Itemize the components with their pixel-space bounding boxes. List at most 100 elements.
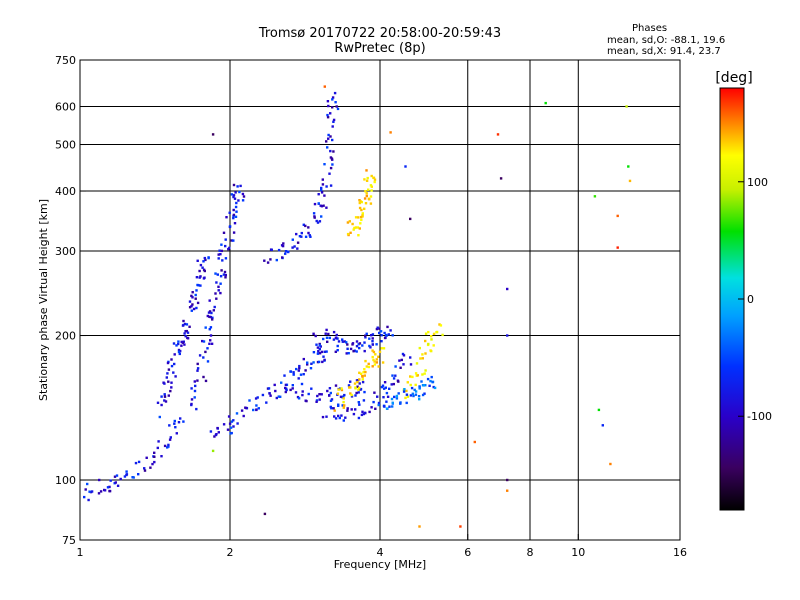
echo-point <box>165 376 168 379</box>
echo-point <box>390 383 393 386</box>
echo-point <box>186 331 190 334</box>
echo-point <box>98 478 101 482</box>
echo-point <box>320 350 324 354</box>
echo-point <box>350 408 353 411</box>
echo-point <box>224 273 227 277</box>
echo-point <box>297 377 300 380</box>
echo-point <box>173 362 176 366</box>
echo-point <box>228 422 232 425</box>
x-tick-label: 4 <box>377 546 384 559</box>
echo-point <box>280 244 284 247</box>
echo-point <box>279 395 282 398</box>
echo-point <box>393 395 396 399</box>
echo-point <box>339 395 343 398</box>
echo-point <box>403 388 406 391</box>
echo-point <box>381 384 385 387</box>
echo-point <box>175 344 178 347</box>
echo-point <box>284 252 287 255</box>
echo-point <box>321 183 325 186</box>
echo-point <box>354 226 358 229</box>
echo-point <box>307 231 310 235</box>
echo-point <box>163 395 167 398</box>
echo-point <box>293 245 296 248</box>
echo-point <box>125 470 128 473</box>
echo-point <box>367 188 370 191</box>
echo-point <box>427 342 430 346</box>
echo-point <box>327 104 330 108</box>
echo-point <box>182 319 185 323</box>
echo-point <box>204 326 207 329</box>
echo-point <box>226 428 230 431</box>
echo-point <box>329 405 332 409</box>
echo-point <box>220 249 223 253</box>
phase-stats-o: mean, sd,O: -88.1, 19.6 <box>607 35 726 46</box>
echo-point <box>386 395 390 398</box>
echo-point <box>224 257 228 260</box>
y-tick-label: 500 <box>55 139 76 152</box>
echo-point <box>333 409 336 412</box>
echo-point <box>232 419 235 422</box>
echo-point <box>84 488 87 491</box>
echo-point <box>473 440 476 444</box>
echo-point <box>312 361 315 364</box>
echo-point <box>232 239 235 242</box>
echo-point <box>300 382 304 386</box>
echo-point <box>625 105 628 108</box>
echo-point <box>285 388 288 392</box>
echo-point <box>151 462 154 466</box>
echo-point <box>207 256 210 259</box>
echo-point <box>373 363 377 366</box>
echo-point <box>429 379 432 383</box>
echo-point <box>368 344 371 348</box>
echo-point <box>358 227 361 230</box>
echo-point <box>406 395 410 398</box>
echo-point <box>106 486 110 489</box>
echo-point <box>169 389 172 393</box>
echo-point <box>325 140 328 143</box>
echo-point <box>321 415 325 419</box>
echo-point <box>418 525 421 528</box>
echo-point <box>421 357 424 360</box>
echo-point <box>371 333 375 336</box>
echo-point <box>329 391 332 395</box>
echo-point <box>365 332 368 335</box>
echo-point <box>87 498 90 502</box>
echo-point <box>184 335 187 338</box>
echo-point <box>414 393 418 396</box>
echo-point <box>143 467 146 470</box>
echo-point <box>255 404 258 407</box>
echo-point <box>300 235 303 238</box>
phase-stats-x: mean, sd,X: 91.4, 23.7 <box>607 46 721 57</box>
echo-point <box>316 346 320 349</box>
echo-point <box>399 366 402 369</box>
echo-point <box>389 131 392 134</box>
echo-point <box>394 365 397 368</box>
echo-point <box>328 172 331 175</box>
echo-point <box>415 362 419 365</box>
echo-point <box>356 385 359 388</box>
echo-point <box>330 398 334 401</box>
echo-point <box>334 101 337 104</box>
echo-point <box>266 261 270 264</box>
echo-point <box>325 336 329 339</box>
echo-point <box>239 184 242 188</box>
echo-point <box>300 231 303 235</box>
echo-point <box>431 380 434 384</box>
y-tick-label: 400 <box>55 185 76 198</box>
echo-point <box>506 489 509 492</box>
echo-point <box>328 394 331 397</box>
echo-point <box>344 416 347 419</box>
echo-point <box>291 387 294 390</box>
echo-point <box>382 396 385 399</box>
echo-point <box>369 346 372 349</box>
echo-point <box>291 238 294 241</box>
echo-point <box>628 179 632 183</box>
echo-point <box>357 416 361 420</box>
echo-point <box>228 211 231 214</box>
echo-point <box>355 379 359 382</box>
echo-point <box>341 404 344 407</box>
echo-point <box>222 231 226 234</box>
echo-point <box>373 178 377 181</box>
echo-point <box>327 137 330 140</box>
echo-point <box>388 387 391 390</box>
